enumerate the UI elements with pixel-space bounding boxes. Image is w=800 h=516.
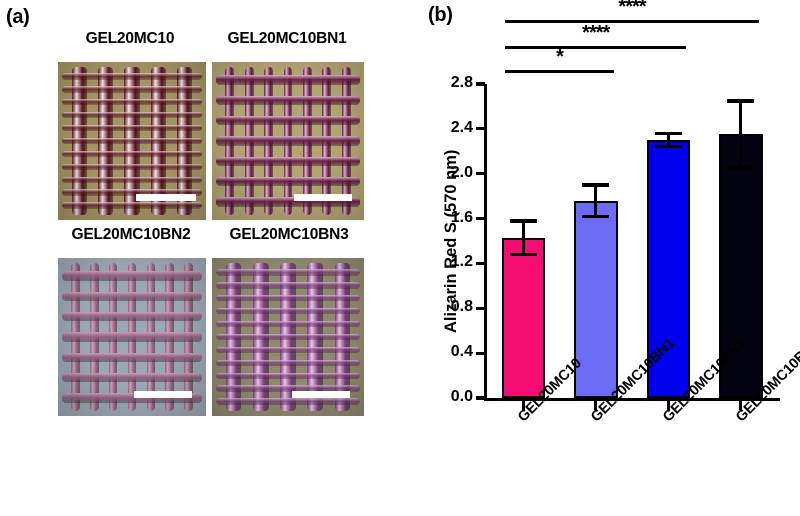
y-tick-label: 0.4 bbox=[450, 343, 473, 361]
scaffold-mesh bbox=[58, 258, 206, 416]
x-tick-mark bbox=[739, 401, 743, 410]
scaffold-strut bbox=[62, 176, 202, 183]
scaffold-strut bbox=[216, 156, 360, 166]
y-tick-mark bbox=[476, 306, 485, 310]
y-tick-label: 2.8 bbox=[450, 74, 473, 91]
scaffold-strut bbox=[62, 99, 202, 106]
scaffold-strut bbox=[62, 124, 202, 132]
y-tick-label: 0.0 bbox=[450, 388, 473, 405]
scale-bar bbox=[294, 194, 352, 201]
significance-label: **** bbox=[618, 0, 646, 18]
scaffold-photo-gel20mc10 bbox=[58, 62, 206, 220]
panel-b-chart: (b) Alizarin Red S (570 nm) 0.0 0.4 0.8 1.2… bbox=[420, 0, 800, 516]
scale-bar bbox=[136, 194, 196, 201]
scaffold-strut bbox=[216, 116, 360, 126]
scaffold-strut bbox=[62, 111, 202, 119]
x-tick-mark bbox=[521, 401, 525, 410]
scale-bar bbox=[134, 391, 192, 398]
scaffold-mesh bbox=[212, 258, 364, 416]
scaffold-strut bbox=[62, 86, 202, 93]
scaffold-strut bbox=[216, 269, 360, 276]
scaffold-strut bbox=[216, 176, 360, 187]
x-axis-line bbox=[484, 398, 780, 402]
scaffold-strut bbox=[216, 197, 360, 207]
scaffold-strut bbox=[216, 295, 360, 302]
y-tick-mark bbox=[476, 396, 485, 400]
scaffold-mesh bbox=[212, 62, 364, 220]
scaffold-strut bbox=[216, 136, 360, 146]
y-tick-label: 2.4 bbox=[450, 118, 473, 136]
scaffold-strut bbox=[216, 320, 360, 328]
scaffold-strut bbox=[62, 372, 202, 383]
scaffold-strut bbox=[216, 333, 360, 341]
error-bar-cap bbox=[654, 131, 682, 136]
scaffold-strut bbox=[216, 359, 360, 367]
scaffold-photo-gel20mc10bn2 bbox=[58, 258, 206, 416]
scaffold-strut bbox=[62, 189, 202, 196]
scaffold-strut bbox=[62, 271, 202, 281]
image-caption-gel20mc10bn3: GEL20MC10BN3 bbox=[229, 226, 349, 243]
scaffold-strut bbox=[62, 163, 202, 171]
panel-b-letter: (b) bbox=[428, 4, 453, 26]
error-bar-cap bbox=[509, 252, 537, 257]
error-bar-cap bbox=[582, 183, 610, 187]
significance-line bbox=[505, 46, 687, 49]
y-tick-mark bbox=[476, 82, 485, 86]
scaffold-strut bbox=[62, 137, 202, 145]
scaffold-strut bbox=[216, 75, 360, 85]
scaffold-strut bbox=[216, 282, 360, 289]
y-tick-mark bbox=[476, 127, 485, 131]
bar-0 bbox=[501, 237, 545, 398]
scaffold-strut bbox=[62, 312, 202, 322]
y-tick-label: 0.8 bbox=[450, 298, 473, 316]
error-bar-cap bbox=[727, 166, 755, 170]
scaffold-strut bbox=[216, 385, 360, 392]
error-bar-stem bbox=[739, 100, 743, 169]
image-caption-gel20mc10bn1: GEL20MC10BN1 bbox=[227, 30, 347, 47]
significance-label: **** bbox=[582, 22, 610, 44]
error-bar-cap bbox=[582, 214, 610, 219]
x-tick-mark bbox=[594, 401, 598, 410]
scale-bar bbox=[292, 391, 350, 398]
scaffold-strut bbox=[62, 73, 202, 80]
scaffold-strut bbox=[216, 346, 360, 354]
scaffold-mesh bbox=[58, 62, 206, 220]
significance-line bbox=[505, 70, 614, 73]
image-caption-gel20mc10bn2: GEL20MC10BN2 bbox=[71, 226, 191, 243]
y-tick-mark bbox=[476, 351, 485, 355]
y-tick-label: 2.0 bbox=[450, 163, 473, 181]
error-bar-cap bbox=[654, 145, 682, 149]
bar-2 bbox=[646, 140, 690, 398]
y-tick-mark bbox=[476, 172, 485, 176]
scaffold-strut bbox=[62, 352, 202, 362]
image-caption-gel20mc10: GEL20MC10 bbox=[85, 30, 175, 47]
y-tick-mark bbox=[476, 261, 485, 266]
error-bar-stem bbox=[594, 184, 598, 217]
scaffold-strut bbox=[62, 202, 202, 209]
panel-a: (a) GEL20MC10 GEL20MC10BN1 GEL20MC10BN2 … bbox=[6, 6, 364, 416]
bar-chart-plot: Alizarin Red S (570 nm) 0.0 0.4 0.8 1.2 1.6 2… bbox=[420, 0, 800, 516]
significance-label: * bbox=[556, 46, 564, 68]
scaffold-strut bbox=[62, 150, 202, 158]
scaffold-strut bbox=[216, 95, 360, 106]
scaffold-strut bbox=[216, 307, 360, 315]
scaffold-strut bbox=[216, 372, 360, 379]
error-bar-stem bbox=[521, 220, 525, 255]
y-tick-mark bbox=[476, 216, 485, 221]
significance-line bbox=[505, 20, 759, 23]
y-tick-label: 1.2 bbox=[450, 253, 473, 271]
scaffold-strut bbox=[62, 393, 202, 403]
x-tick-mark bbox=[666, 401, 670, 410]
error-bar-cap bbox=[509, 219, 537, 223]
scaffold-strut bbox=[216, 398, 360, 405]
y-axis-line bbox=[484, 84, 488, 400]
y-tick-label: 1.6 bbox=[450, 208, 473, 226]
scaffold-photo-gel20mc10bn1 bbox=[212, 62, 364, 220]
error-bar-cap bbox=[727, 99, 755, 103]
scaffold-photo-gel20mc10bn3 bbox=[212, 258, 364, 416]
scaffold-strut bbox=[62, 332, 202, 342]
panel-a-letter: (a) bbox=[6, 6, 30, 28]
error-bar-stem bbox=[666, 133, 670, 147]
scaffold-strut bbox=[62, 291, 202, 302]
